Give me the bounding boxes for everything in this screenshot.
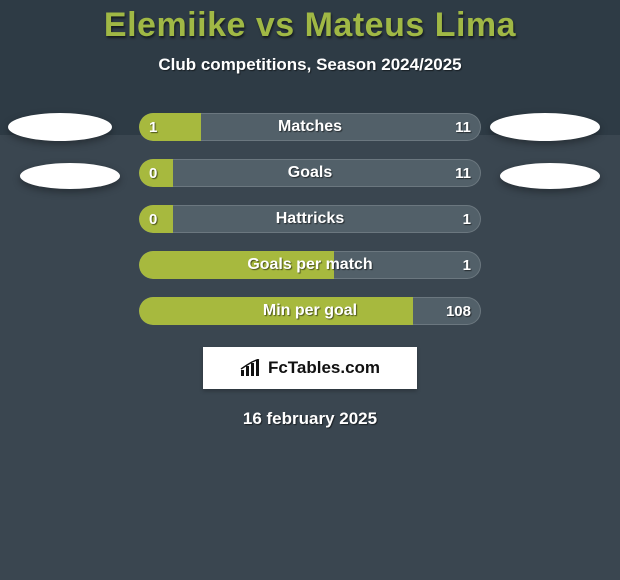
stat-bar-label: Goals <box>139 159 481 187</box>
stat-bar-right-value: 1 <box>463 205 471 233</box>
stat-bar-left-fill <box>139 297 413 325</box>
branding-badge: FcTables.com <box>203 347 417 389</box>
branding-chart-icon <box>240 359 262 377</box>
player-left-oval-bottom <box>20 163 120 189</box>
stat-bar-left-fill <box>139 113 201 141</box>
stat-bar-left-fill <box>139 251 334 279</box>
page-subtitle: Club competitions, Season 2024/2025 <box>0 55 620 75</box>
stat-bar: Goals011 <box>139 159 481 187</box>
stat-bar-left-fill <box>139 205 173 233</box>
stat-bar-right-value: 108 <box>446 297 471 325</box>
page-title: Elemiike vs Mateus Lima <box>0 6 620 45</box>
stat-bar-right-value: 1 <box>463 251 471 279</box>
stat-bar: Min per goal108 <box>139 297 481 325</box>
stat-bars: Matches111 Goals011 Hattricks01 Goals per m… <box>139 113 481 325</box>
content-root: Elemiike vs Mateus Lima Club competition… <box>0 0 620 429</box>
branding-text: FcTables.com <box>268 358 380 378</box>
stat-bar-left-fill <box>139 159 173 187</box>
stat-bar-right-value: 11 <box>455 159 471 187</box>
comparison-stage: Matches111 Goals011 Hattricks01 Goals per m… <box>0 113 620 325</box>
stat-bar: Matches111 <box>139 113 481 141</box>
player-left-oval-top <box>8 113 112 141</box>
stat-bar-right-value: 11 <box>455 113 471 141</box>
stat-bar: Hattricks01 <box>139 205 481 233</box>
stat-bar-label: Hattricks <box>139 205 481 233</box>
stat-bar: Goals per match1 <box>139 251 481 279</box>
player-right-oval-bottom <box>500 163 600 189</box>
date-text: 16 february 2025 <box>0 409 620 429</box>
player-right-oval-top <box>490 113 600 141</box>
